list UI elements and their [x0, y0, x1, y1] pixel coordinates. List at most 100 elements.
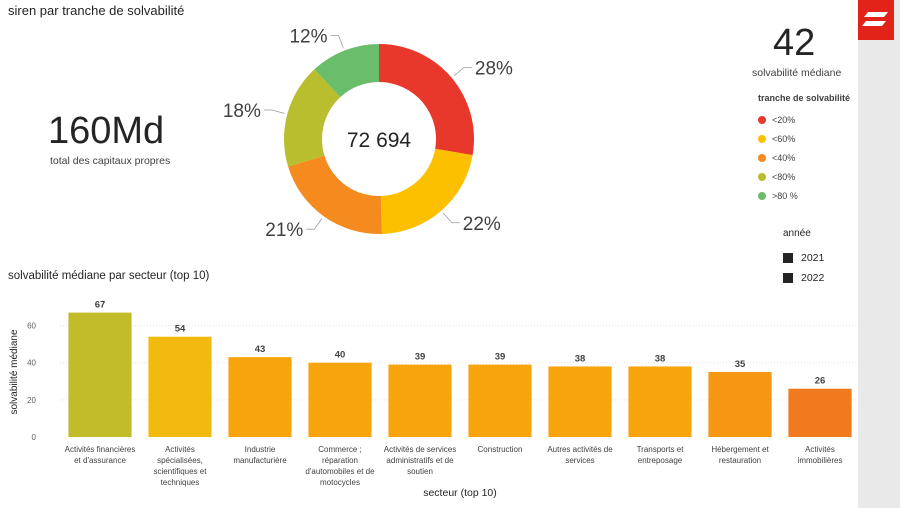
- bar-data-label: 40: [335, 350, 346, 361]
- legend-dot-icon: [758, 172, 766, 181]
- kpi-capitaux-label: total des capitaux propres: [50, 155, 171, 167]
- x-category-label: Activités financières: [65, 445, 136, 454]
- x-category-label: motocycles: [320, 478, 360, 487]
- donut-slice-label: 21%: [265, 220, 303, 241]
- x-category-label: Activités de services: [384, 445, 456, 454]
- donut-slice[interactable]: [380, 148, 473, 234]
- bar-data-label: 35: [735, 359, 746, 370]
- legend-item-label: <80%: [772, 171, 796, 182]
- x-category-label: Activités: [805, 445, 835, 454]
- x-category-label: immobilières: [798, 456, 843, 465]
- bar-data-label: 38: [655, 353, 666, 364]
- x-category-label: Commerce ;: [318, 445, 362, 454]
- donut-slice-label: 18%: [223, 101, 261, 122]
- y-axis-title: solvabilité médiane: [9, 329, 20, 414]
- checkbox-icon[interactable]: [783, 273, 793, 283]
- kpi-solvabilite-value: 42: [773, 22, 816, 64]
- legend-item-label: <20%: [772, 114, 796, 125]
- legend-dot-icon: [758, 134, 766, 143]
- checkbox-icon[interactable]: [783, 253, 793, 263]
- bar[interactable]: [708, 372, 772, 437]
- x-category-label: restauration: [719, 456, 761, 465]
- legend-item-label: <60%: [772, 133, 796, 144]
- donut-slice[interactable]: [284, 69, 341, 167]
- year-option-2021[interactable]: 2021: [783, 248, 824, 268]
- bar[interactable]: [148, 336, 212, 437]
- legend-item[interactable]: <40%: [758, 148, 850, 167]
- y-tick-label: 0: [32, 433, 37, 442]
- donut-leader-line: [330, 35, 344, 48]
- x-category-label: techniques: [161, 478, 200, 487]
- bar[interactable]: [628, 366, 692, 437]
- x-category-label: Activités: [165, 445, 195, 454]
- bar[interactable]: [68, 312, 132, 437]
- donut-slice-label: 22%: [463, 214, 501, 235]
- legend-item[interactable]: >80 %: [758, 186, 850, 205]
- bar-data-label: 54: [175, 324, 186, 335]
- legend-dot-icon: [758, 115, 766, 124]
- bar-data-label: 43: [255, 344, 266, 355]
- x-category-label: scientifiques et: [154, 467, 208, 476]
- donut-leader-line: [442, 212, 460, 224]
- solvency-legend: tranche de solvabilité <20% <60% <40% <80% >…: [758, 93, 850, 205]
- donut-slice[interactable]: [288, 155, 382, 234]
- year-slicer-title: année: [783, 228, 811, 239]
- x-axis-title: secteur (top 10): [423, 487, 497, 499]
- bar-data-label: 39: [415, 352, 426, 363]
- bar-data-label: 26: [815, 376, 826, 387]
- x-category-label: Industrie: [245, 445, 276, 454]
- bar-data-label: 39: [495, 352, 506, 363]
- donut-slice[interactable]: [379, 44, 474, 156]
- x-category-label: manufacturière: [233, 456, 287, 465]
- kpi-solvabilite-label: solvabilité médiane: [752, 67, 842, 79]
- x-category-label: spécialisées,: [157, 456, 203, 465]
- y-tick-label: 40: [27, 359, 36, 368]
- legend-item[interactable]: <80%: [758, 167, 850, 186]
- bar[interactable]: [388, 364, 452, 437]
- donut-title: siren par tranche de solvabilité: [8, 3, 185, 18]
- legend-item-label: <40%: [772, 152, 796, 163]
- y-tick-label: 20: [27, 396, 36, 405]
- donut-slice[interactable]: [314, 44, 379, 98]
- bar-chart-title: solvabilité médiane par secteur (top 10): [8, 270, 210, 282]
- x-category-label: Hébergement et: [711, 445, 769, 454]
- bar[interactable]: [468, 364, 532, 437]
- bar[interactable]: [308, 362, 372, 437]
- donut-center-value: 72 694: [347, 129, 412, 152]
- x-category-label: soutien: [407, 467, 433, 476]
- x-category-label: Construction: [478, 445, 523, 454]
- donut-slice-label: 12%: [289, 27, 327, 48]
- y-tick-label: 60: [27, 322, 36, 331]
- x-category-label: Autres activités de: [547, 445, 613, 454]
- donut-leader-line: [453, 67, 472, 77]
- bar[interactable]: [548, 366, 612, 437]
- x-category-label: entreposage: [638, 456, 683, 465]
- x-category-label: d'automobiles et de: [305, 467, 375, 476]
- x-category-label: services: [565, 456, 594, 465]
- x-category-label: et d'assurance: [74, 456, 126, 465]
- bar[interactable]: [788, 388, 852, 437]
- x-category-label: Transports et: [637, 445, 685, 454]
- kpi-capitaux-value: 160Md: [48, 110, 165, 152]
- year-option-label: 2021: [801, 252, 825, 264]
- bar[interactable]: [228, 357, 292, 437]
- bar-data-label: 38: [575, 353, 586, 364]
- x-category-label: administratifs et de: [386, 456, 454, 465]
- legend-dot-icon: [758, 191, 766, 200]
- year-slicer[interactable]: année 2021 2022: [783, 228, 824, 288]
- donut-leader-line: [306, 218, 323, 230]
- legend-dot-icon: [758, 153, 766, 162]
- legend-item-label: >80 %: [772, 190, 798, 201]
- donut-leader-line: [263, 109, 285, 114]
- brand-logo: [858, 0, 894, 40]
- legend-title: tranche de solvabilité: [758, 93, 851, 103]
- year-option-2022[interactable]: 2022: [783, 268, 824, 288]
- right-rail: [858, 0, 900, 508]
- donut-slice-label: 28%: [475, 59, 513, 80]
- bar-data-label: 67: [95, 300, 106, 311]
- legend-item[interactable]: <60%: [758, 129, 850, 148]
- x-category-label: réparation: [322, 456, 358, 465]
- legend-item[interactable]: <20%: [758, 110, 850, 129]
